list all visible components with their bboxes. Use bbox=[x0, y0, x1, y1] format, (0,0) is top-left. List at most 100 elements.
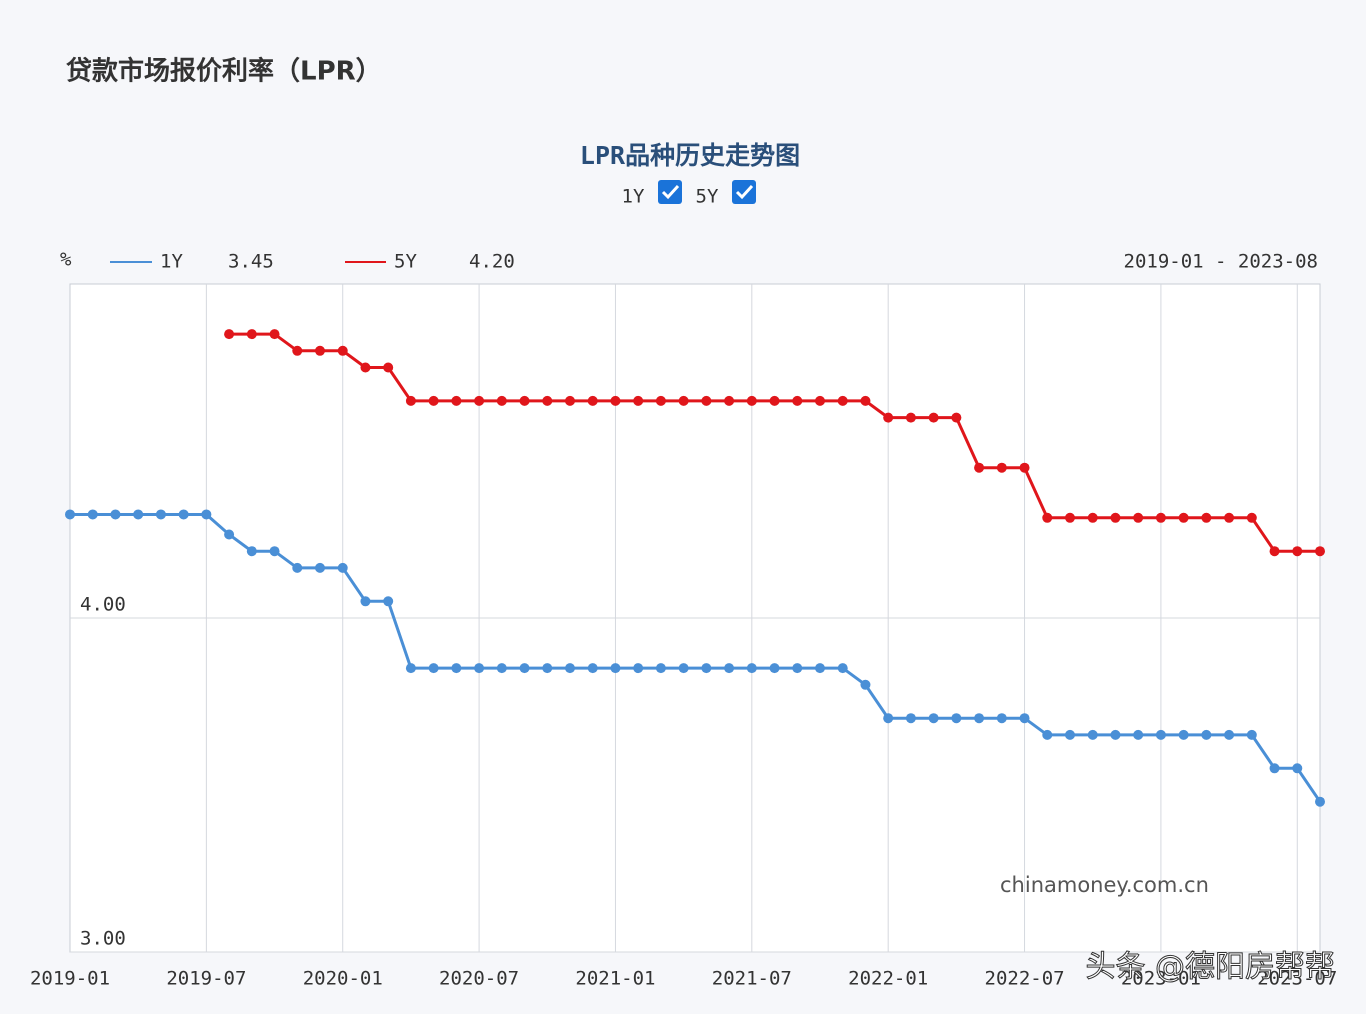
x-tick-label: 2021-01 bbox=[575, 968, 655, 990]
x-tick-label: 2019-07 bbox=[166, 968, 246, 990]
data-point bbox=[1201, 729, 1212, 740]
data-point bbox=[951, 713, 962, 724]
data-point bbox=[451, 663, 462, 674]
data-point bbox=[269, 329, 280, 340]
data-point bbox=[178, 509, 189, 520]
data-point bbox=[1019, 462, 1030, 473]
data-point bbox=[860, 679, 871, 690]
data-point bbox=[565, 663, 575, 674]
data-point bbox=[1292, 546, 1303, 557]
data-point bbox=[587, 395, 598, 406]
page-title: 贷款市场报价利率（LPR） bbox=[66, 56, 382, 87]
x-tick-label: 2022-01 bbox=[848, 968, 928, 990]
legend-value: 3.45 bbox=[228, 251, 274, 273]
data-point bbox=[496, 663, 507, 674]
data-point bbox=[1269, 763, 1280, 774]
data-point bbox=[315, 345, 325, 356]
data-point bbox=[837, 663, 848, 674]
data-point bbox=[1155, 729, 1166, 740]
data-point bbox=[292, 562, 303, 573]
data-point bbox=[1110, 729, 1121, 740]
data-point bbox=[724, 395, 735, 406]
legend-value: 4.20 bbox=[469, 251, 515, 273]
data-point bbox=[883, 412, 894, 423]
data-point bbox=[1019, 713, 1030, 724]
data-point bbox=[610, 395, 621, 406]
checkbox-label: 5Y bbox=[696, 186, 719, 208]
data-point bbox=[292, 345, 303, 356]
data-point bbox=[110, 509, 121, 520]
data-point bbox=[837, 395, 848, 406]
data-point bbox=[655, 663, 666, 674]
data-point bbox=[1065, 512, 1075, 523]
data-point bbox=[65, 509, 75, 520]
data-point bbox=[496, 395, 507, 406]
data-point bbox=[337, 345, 348, 356]
data-point bbox=[1087, 512, 1098, 523]
data-point bbox=[519, 663, 530, 674]
data-point bbox=[792, 395, 803, 406]
data-point bbox=[360, 596, 371, 607]
data-point bbox=[1133, 512, 1144, 523]
watermark: chinamoney.com.cn bbox=[1000, 873, 1209, 897]
data-point bbox=[928, 713, 939, 724]
data-point bbox=[133, 509, 144, 520]
data-point bbox=[792, 663, 803, 674]
data-point bbox=[587, 663, 598, 674]
checkbox[interactable] bbox=[658, 180, 682, 204]
data-point bbox=[1315, 546, 1325, 557]
data-point bbox=[1201, 512, 1212, 523]
x-tick-label: 2023-01 bbox=[1121, 968, 1201, 990]
data-point bbox=[724, 663, 735, 674]
data-point bbox=[815, 395, 825, 406]
y-tick-label: 4.00 bbox=[80, 594, 126, 616]
data-point bbox=[1155, 512, 1166, 523]
data-point bbox=[1065, 729, 1075, 740]
data-point bbox=[405, 663, 416, 674]
overlay-text: 头条 @德阳房帮帮 bbox=[1085, 950, 1335, 985]
data-point bbox=[610, 663, 621, 674]
data-point bbox=[951, 412, 962, 423]
x-tick-label: 2022-07 bbox=[985, 968, 1065, 990]
checkbox[interactable] bbox=[732, 180, 756, 204]
data-point bbox=[224, 529, 235, 540]
data-point bbox=[337, 562, 348, 573]
data-point bbox=[655, 395, 666, 406]
x-tick-label: 2021-07 bbox=[712, 968, 792, 990]
data-point bbox=[1110, 512, 1121, 523]
data-point bbox=[678, 663, 689, 674]
data-point bbox=[1224, 729, 1235, 740]
data-point bbox=[428, 663, 439, 674]
data-point bbox=[87, 509, 98, 520]
data-point bbox=[474, 663, 485, 674]
plot: 3.00 4.00 2019-01 2019-07 2020-01 2020-07 2021… bbox=[30, 284, 1337, 990]
data-point bbox=[201, 509, 212, 520]
data-point bbox=[996, 713, 1007, 724]
data-point bbox=[996, 462, 1007, 473]
data-point bbox=[1292, 763, 1303, 774]
legend-label: 5Y bbox=[394, 251, 417, 273]
data-point bbox=[905, 713, 916, 724]
data-point bbox=[905, 412, 916, 423]
data-point bbox=[701, 663, 712, 674]
data-point bbox=[451, 395, 462, 406]
legend-label: 1Y bbox=[160, 251, 183, 273]
x-tick-label: 2023-07 bbox=[1257, 968, 1337, 990]
data-point bbox=[883, 713, 894, 724]
data-point bbox=[1178, 512, 1189, 523]
x-tick-label: 2020-07 bbox=[439, 968, 519, 990]
data-point bbox=[542, 663, 553, 674]
data-point bbox=[315, 562, 325, 573]
data-point bbox=[1269, 546, 1280, 557]
data-point bbox=[383, 362, 394, 373]
data-point bbox=[974, 713, 985, 724]
data-point bbox=[1246, 729, 1257, 740]
data-point bbox=[246, 546, 257, 557]
data-point bbox=[1224, 512, 1235, 523]
data-point bbox=[542, 395, 553, 406]
checkbox-label: 1Y bbox=[622, 186, 645, 208]
data-point bbox=[633, 663, 644, 674]
chart-title: LPR品种历史走势图 bbox=[580, 141, 800, 170]
